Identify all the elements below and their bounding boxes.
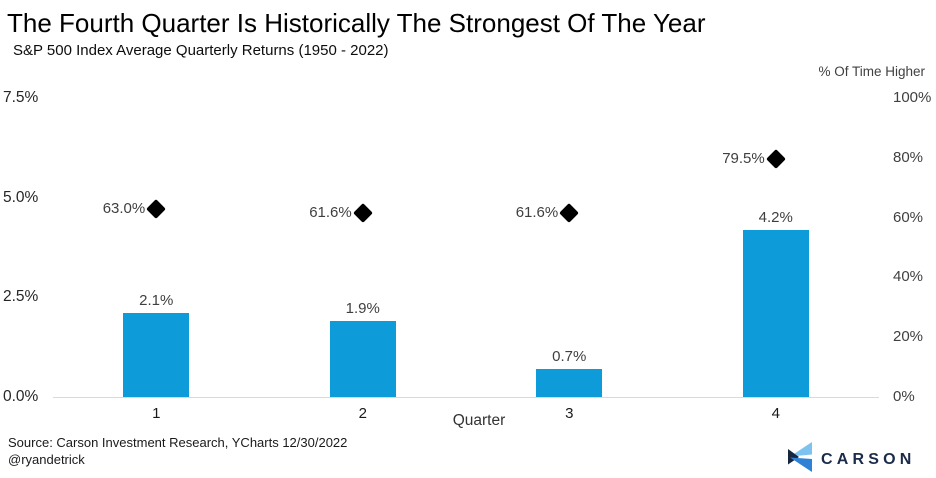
x-axis-title: Quarter	[452, 412, 506, 429]
bar-value-label: 4.2%	[758, 208, 793, 226]
chart-title: The Fourth Quarter Is Historically The S…	[7, 8, 706, 38]
diamond-marker	[765, 149, 786, 170]
bar-quarter-2	[329, 321, 396, 397]
left-axis-tick: 5.0%	[3, 188, 39, 206]
bar-quarter-1	[123, 313, 190, 397]
left-axis-tick: 2.5%	[3, 288, 39, 306]
right-axis-tick: 60%	[893, 208, 924, 226]
left-axis-tick: 0.0%	[3, 388, 39, 405]
diamond-value-label: 63.0%	[102, 199, 146, 217]
right-axis-tick: 80%	[893, 148, 924, 166]
right-axis-title: % Of Time Higher	[818, 64, 925, 79]
x-axis-tick: 1	[152, 405, 161, 422]
right-axis-tick: 100%	[893, 89, 932, 106]
diamond-marker	[146, 198, 167, 219]
diamond-marker	[352, 202, 373, 223]
diamond-marker	[559, 202, 580, 223]
x-axis-baseline	[53, 397, 879, 398]
left-axis-tick: 7.5%	[3, 89, 39, 106]
diamond-value-label: 79.5%	[722, 150, 765, 168]
bar-quarter-4	[742, 229, 809, 397]
x-axis-tick: 2	[358, 405, 367, 422]
carson-logo-icon	[788, 442, 812, 472]
diamond-value-label: 61.6%	[309, 203, 352, 221]
diamond-value-label: 61.6%	[515, 203, 559, 221]
right-axis-tick: 20%	[893, 328, 924, 346]
bar-value-label: 0.7%	[552, 348, 587, 366]
x-axis-tick: 3	[565, 405, 574, 422]
carson-logo: CARSON	[788, 442, 916, 472]
bar-value-label: 2.1%	[139, 292, 174, 310]
source-line-1: Source: Carson Investment Research, YCha…	[8, 435, 348, 450]
right-axis-tick: 40%	[893, 268, 924, 286]
bar-quarter-3	[536, 369, 603, 397]
carson-logo-text: CARSON	[821, 450, 916, 468]
bar-value-label: 1.9%	[345, 300, 380, 318]
chart-subtitle: S&P 500 Index Average Quarterly Returns …	[13, 42, 389, 59]
x-axis-tick: 4	[771, 405, 780, 422]
source-line-2: @ryandetrick	[8, 452, 85, 467]
right-axis-tick: 0%	[893, 388, 915, 405]
